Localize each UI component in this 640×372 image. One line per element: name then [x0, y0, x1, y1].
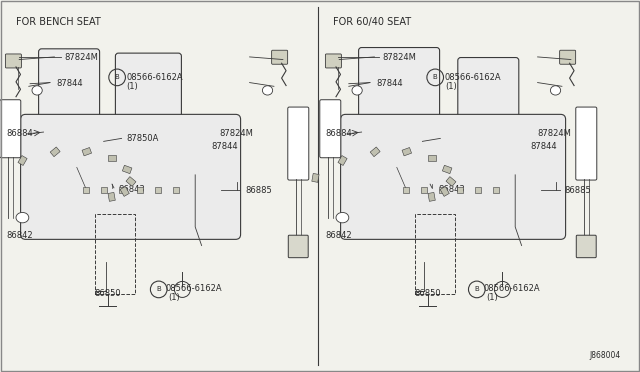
Text: J868004: J868004 — [589, 351, 621, 360]
Text: 86885: 86885 — [564, 186, 591, 195]
FancyBboxPatch shape — [115, 53, 181, 174]
Text: 86850: 86850 — [415, 289, 442, 298]
Bar — [442, 165, 452, 174]
Text: 08566-6162A: 08566-6162A — [165, 284, 221, 293]
FancyBboxPatch shape — [38, 49, 100, 165]
Bar — [403, 187, 410, 193]
FancyBboxPatch shape — [20, 114, 241, 239]
FancyBboxPatch shape — [358, 48, 440, 169]
Bar — [370, 147, 380, 157]
FancyBboxPatch shape — [288, 235, 308, 258]
Bar — [415, 214, 455, 294]
FancyBboxPatch shape — [320, 100, 340, 158]
Text: 87844: 87844 — [376, 79, 403, 88]
Text: (1): (1) — [486, 293, 498, 302]
Text: 87824M: 87824M — [538, 129, 572, 138]
Bar — [457, 187, 463, 193]
Text: 87844: 87844 — [530, 142, 557, 151]
FancyBboxPatch shape — [576, 235, 596, 258]
Bar — [101, 187, 108, 193]
Bar — [95, 214, 135, 294]
Bar — [312, 173, 319, 182]
Ellipse shape — [352, 86, 362, 95]
Bar — [82, 148, 92, 156]
Text: (1): (1) — [445, 82, 456, 91]
Bar — [108, 155, 116, 161]
FancyBboxPatch shape — [559, 50, 575, 64]
Ellipse shape — [336, 212, 349, 223]
FancyBboxPatch shape — [458, 58, 519, 169]
Text: 87850A: 87850A — [127, 134, 159, 143]
Text: 08566-6162A: 08566-6162A — [483, 284, 540, 293]
Ellipse shape — [550, 86, 561, 95]
Bar — [18, 155, 27, 166]
Text: 87844: 87844 — [211, 142, 238, 151]
Text: FOR 60/40 SEAT: FOR 60/40 SEAT — [333, 17, 411, 27]
Text: 86843: 86843 — [438, 185, 465, 194]
Text: 86884-: 86884- — [6, 129, 36, 138]
Bar — [475, 187, 481, 193]
Text: 86842: 86842 — [325, 231, 352, 240]
Bar — [338, 155, 347, 166]
Bar — [446, 177, 456, 186]
Ellipse shape — [32, 86, 42, 95]
Text: B: B — [115, 74, 120, 80]
FancyBboxPatch shape — [271, 50, 287, 64]
Text: (1): (1) — [127, 82, 138, 91]
Text: B: B — [156, 286, 161, 292]
Text: 87824M: 87824M — [219, 129, 253, 138]
Bar — [440, 186, 449, 196]
Text: 86850: 86850 — [95, 289, 122, 298]
Bar — [108, 192, 115, 201]
Text: 86842: 86842 — [6, 231, 33, 240]
FancyBboxPatch shape — [288, 107, 308, 180]
Ellipse shape — [262, 86, 273, 95]
Text: 08566-6162A: 08566-6162A — [127, 73, 183, 82]
Text: 87824M: 87824M — [64, 53, 98, 62]
Text: B: B — [433, 74, 438, 80]
Bar — [122, 165, 132, 174]
Bar — [120, 186, 129, 196]
Bar — [428, 192, 435, 201]
Bar — [428, 155, 436, 161]
Bar — [83, 187, 90, 193]
Text: 87824M: 87824M — [383, 53, 417, 62]
Ellipse shape — [16, 212, 29, 223]
FancyBboxPatch shape — [0, 100, 20, 158]
Bar — [439, 187, 445, 193]
Bar — [173, 187, 179, 193]
FancyBboxPatch shape — [576, 107, 596, 180]
Bar — [402, 148, 412, 156]
Bar — [119, 187, 125, 193]
Bar — [493, 187, 499, 193]
Text: 87844: 87844 — [56, 79, 83, 88]
Text: 08566-6162A: 08566-6162A — [445, 73, 501, 82]
Text: (1): (1) — [168, 293, 180, 302]
Bar — [50, 147, 60, 157]
Text: B: B — [474, 286, 479, 292]
Text: FOR BENCH SEAT: FOR BENCH SEAT — [16, 17, 100, 27]
FancyBboxPatch shape — [5, 54, 21, 68]
Bar — [137, 187, 143, 193]
Bar — [155, 187, 161, 193]
Bar — [421, 187, 428, 193]
Bar — [126, 177, 136, 186]
FancyBboxPatch shape — [325, 54, 341, 68]
Text: 86843: 86843 — [118, 185, 145, 194]
Text: 86884-: 86884- — [325, 129, 355, 138]
Text: 86885: 86885 — [245, 186, 272, 195]
FancyBboxPatch shape — [340, 114, 566, 239]
